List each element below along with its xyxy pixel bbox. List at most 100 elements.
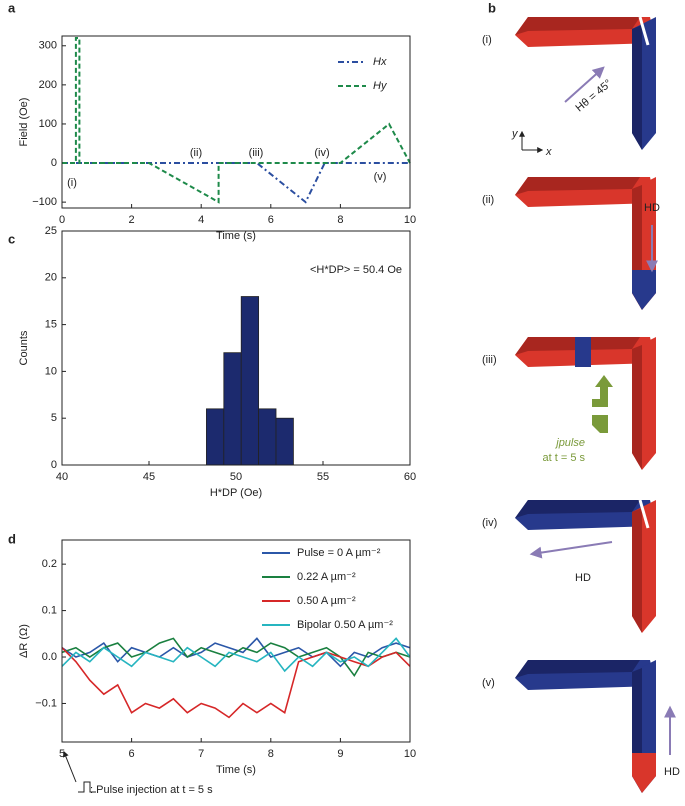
pointer-arrow: [62, 750, 77, 783]
panel-b: (i) (ii) (iii) (iv) (v): [482, 16, 656, 793]
plot-frame: [61, 539, 411, 743]
histogram-bar: [223, 352, 242, 466]
x-tick-label: 0: [59, 214, 65, 226]
x-tick-label: 6: [268, 214, 274, 226]
annotation: Hθ = 45°: [574, 77, 615, 114]
annotation: : Pulse injection at t = 5 s: [90, 784, 213, 796]
y-tick-label: 10: [45, 365, 57, 377]
legend-label: Hy: [373, 80, 388, 92]
x-tick-label: 60: [404, 471, 416, 483]
x-tick-label: 40: [56, 471, 68, 483]
x-tick-label: 45: [143, 471, 155, 483]
y-axis-title: Counts: [18, 330, 30, 365]
y-tick-label: 100: [39, 118, 57, 130]
y-tick-label: 5: [51, 412, 57, 424]
y-tick-label: 25: [45, 225, 57, 237]
annotation: at t = 5 s: [543, 452, 586, 464]
axis-label: y: [511, 128, 519, 140]
current-arrow: [592, 375, 613, 433]
x-tick-label: 5: [59, 748, 65, 760]
arrow: [529, 541, 613, 559]
x-axis-title: Time (s): [216, 764, 256, 776]
arm-top: [515, 660, 640, 678]
series-line: [62, 37, 411, 204]
arrow: [564, 66, 605, 103]
arm-side: [632, 508, 642, 633]
arm-side: [632, 345, 642, 470]
legend-label: Hx: [373, 56, 387, 68]
legend-label: Bipolar 0.50 A µm⁻²: [297, 619, 393, 631]
annotation: <H*DP> = 50.4 Oe: [310, 264, 402, 276]
x-tick-label: 6: [129, 748, 135, 760]
x-tick-label: 8: [337, 214, 343, 226]
annotation: HD: [644, 202, 660, 214]
arm-side: [632, 25, 642, 150]
arm-top: [515, 17, 640, 35]
x-axis-title: Time (s): [216, 230, 256, 242]
histogram-bar: [240, 296, 260, 466]
step-label: (ii): [482, 194, 494, 206]
x-tick-label: 4: [198, 214, 204, 226]
step-label: (iii): [482, 354, 497, 366]
x-tick-label: 2: [129, 214, 135, 226]
domain: [632, 753, 656, 793]
pulse-icon: [78, 781, 96, 793]
axis-label: x: [545, 146, 552, 158]
x-tick-label: 7: [198, 748, 204, 760]
panel-label: d: [8, 531, 16, 546]
y-tick-label: 0: [51, 459, 57, 471]
arm-top: [515, 177, 640, 195]
annotation: (iv): [314, 147, 329, 159]
x-tick-label: 9: [337, 748, 343, 760]
y-tick-label: 15: [45, 319, 57, 331]
series-line: [61, 647, 411, 719]
annotation: (i): [67, 177, 77, 189]
series-line: [62, 162, 410, 204]
histogram-bar: [275, 417, 294, 466]
annotation: (ii): [190, 147, 202, 159]
series-line: [61, 637, 411, 678]
y-tick-label: 0.0: [42, 651, 57, 663]
legend-label: Pulse = 0 A µm⁻²: [297, 547, 381, 559]
legend-label: 0.50 A µm⁻²: [297, 595, 356, 607]
y-tick-label: 20: [45, 272, 57, 284]
annotation: (iii): [249, 147, 264, 159]
step-label: (iv): [482, 517, 497, 529]
panel-label: a: [8, 0, 16, 15]
plot-frame: [61, 230, 411, 466]
step-label: (v): [482, 677, 495, 689]
plot-frame: [61, 35, 411, 209]
y-tick-label: 0: [51, 157, 57, 169]
y-tick-label: 200: [39, 79, 57, 91]
annotation: HD: [575, 572, 591, 584]
y-tick-label: 0.1: [42, 604, 57, 616]
y-axis-title: ΔR (Ω): [18, 624, 30, 658]
x-tick-label: 8: [268, 748, 274, 760]
y-tick-label: 300: [39, 40, 57, 52]
domain-wall: [575, 337, 591, 367]
series-line: [61, 637, 411, 673]
annotation: HD: [664, 766, 680, 778]
x-axis-title: H*DP (Oe): [210, 487, 262, 499]
x-tick-label: 10: [404, 214, 416, 226]
annotation: (v): [374, 171, 387, 183]
y-tick-label: 0.2: [42, 558, 57, 570]
y-tick-label: −0.1: [35, 697, 57, 709]
x-tick-label: 55: [317, 471, 329, 483]
panel-label: c: [8, 231, 15, 246]
y-tick-label: −100: [32, 196, 57, 208]
x-tick-label: 10: [404, 748, 416, 760]
histogram-bar: [206, 408, 225, 466]
wall: [638, 16, 650, 46]
arm-top: [515, 500, 640, 518]
x-tick-label: 50: [230, 471, 242, 483]
legend-label: 0.22 A µm⁻²: [297, 571, 356, 583]
step-label: (i): [482, 34, 492, 46]
histogram-bar: [258, 408, 277, 466]
y-axis-title: Field (Oe): [18, 98, 30, 147]
wall: [638, 499, 650, 529]
panel-label: b: [488, 0, 496, 15]
annotation: jpulse: [554, 437, 585, 449]
domain: [632, 270, 656, 310]
